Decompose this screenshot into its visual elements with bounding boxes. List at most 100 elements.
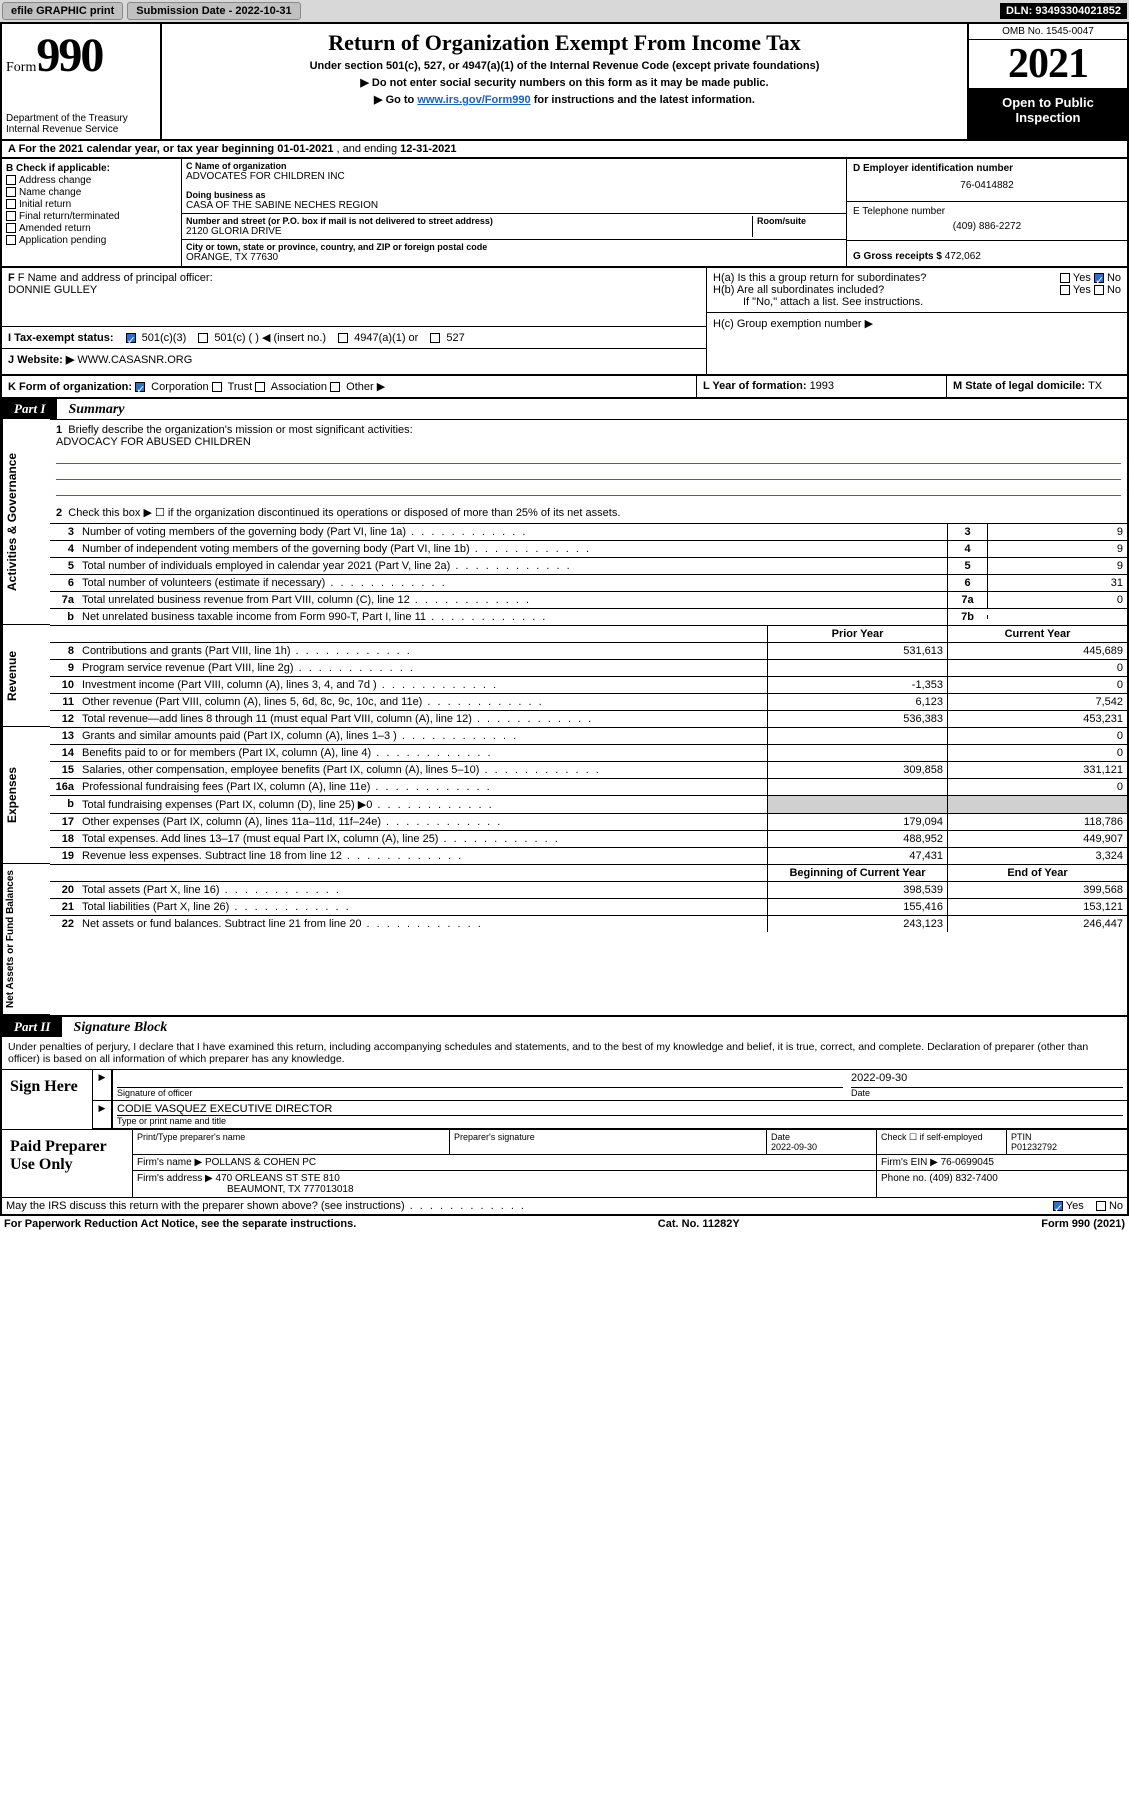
section-b-label: B Check if applicable: — [6, 163, 177, 174]
firm-name-row: Firm's name ▶ POLLANS & COHEN PC Firm's … — [133, 1155, 1127, 1171]
prior-year-value: 536,383 — [767, 711, 947, 727]
vlabel-net-assets: Net Assets or Fund Balances — [2, 864, 50, 1015]
line-value — [987, 615, 1127, 619]
section-f-label: F F Name and address of principal office… — [8, 272, 700, 284]
sig-officer-label: Signature of officer — [117, 1088, 192, 1098]
paid-preparer-right: Print/Type preparer's name Preparer's si… — [132, 1130, 1127, 1197]
line-number: 9 — [50, 660, 78, 676]
line-number: 13 — [50, 728, 78, 744]
line-number: 8 — [50, 643, 78, 659]
city-label: City or town, state or province, country… — [186, 242, 842, 252]
line-label: Salaries, other compensation, employee b… — [78, 762, 767, 778]
line-number: b — [50, 796, 78, 813]
check-4947[interactable]: 4947(a)(1) or — [338, 332, 418, 344]
ein-cell: D Employer identification number 76-0414… — [847, 159, 1127, 202]
telephone-value: (409) 886-2272 — [853, 217, 1121, 236]
form-number: Form990 — [6, 28, 156, 83]
check-501c3[interactable]: ✓ 501(c)(3) — [126, 332, 187, 344]
checkbox-icon[interactable] — [1060, 273, 1070, 283]
end-year-header: End of Year — [947, 865, 1127, 881]
summary-row: 21 Total liabilities (Part X, line 26) 1… — [50, 898, 1127, 915]
check-initial-return[interactable]: Initial return — [6, 199, 177, 210]
check-corporation[interactable]: ✓ Corporation — [135, 381, 209, 393]
current-year-value: 0 — [947, 660, 1127, 676]
check-amended-return[interactable]: Amended return — [6, 223, 177, 234]
line-value: 9 — [987, 541, 1127, 557]
line-label: Revenue less expenses. Subtract line 18 … — [78, 848, 767, 864]
section-m: M State of legal domicile: TX — [947, 376, 1127, 397]
summary-row: 8 Contributions and grants (Part VIII, l… — [50, 642, 1127, 659]
org-name-value: ADVOCATES FOR CHILDREN INC — [186, 171, 842, 182]
prep-date-value: 2022-09-30 — [771, 1142, 817, 1152]
form-subtitle-3: Go to www.irs.gov/Form990 for instructio… — [170, 93, 959, 106]
checkbox-icon[interactable] — [1094, 285, 1104, 295]
telephone-cell: E Telephone number (409) 886-2272 — [847, 202, 1127, 241]
check-final-return[interactable]: Final return/terminated — [6, 211, 177, 222]
revenue-section: Prior Year Current Year 8 Contributions … — [50, 625, 1127, 727]
check-association[interactable]: Association — [255, 381, 327, 393]
org-name-cell: C Name of organization ADVOCATES FOR CHI… — [182, 159, 846, 214]
checkbox-icon — [6, 235, 16, 245]
sign-here-block: Sign Here ▶ Signature of officer 2022-09… — [2, 1069, 1127, 1129]
ptin-value: P01232792 — [1011, 1142, 1057, 1152]
summary-row: 4 Number of independent voting members o… — [50, 540, 1127, 557]
checkbox-icon[interactable] — [1096, 1201, 1106, 1211]
date-label: Date — [851, 1088, 870, 1098]
prior-year-value: 398,539 — [767, 882, 947, 898]
dba-label: Doing business as — [186, 190, 842, 200]
city-value: ORANGE, TX 77630 — [186, 252, 842, 263]
check-self-employed[interactable]: Check ☐ if self-employed — [877, 1130, 1007, 1154]
address-cell: Number and street (or P.O. box if mail i… — [182, 214, 846, 240]
gross-label: G Gross receipts $ — [853, 251, 945, 262]
check-trust[interactable]: Trust — [212, 381, 253, 393]
prep-sig-label: Preparer's signature — [450, 1130, 767, 1154]
check-name-change[interactable]: Name change — [6, 187, 177, 198]
section-j: J Website: ▶ WWW.CASASNR.ORG — [2, 348, 706, 370]
paid-preparer-block: Paid Preparer Use Only Print/Type prepar… — [2, 1129, 1127, 1197]
footer-left: For Paperwork Reduction Act Notice, see … — [4, 1218, 356, 1230]
opt-label: 4947(a)(1) or — [354, 332, 418, 344]
line-label: Total assets (Part X, line 16) — [78, 882, 767, 898]
check-application-pending[interactable]: Application pending — [6, 235, 177, 246]
line-label: Total number of individuals employed in … — [78, 558, 947, 574]
website-value: WWW.CASASNR.ORG — [77, 354, 192, 366]
check-label: Application pending — [19, 235, 106, 246]
line-label: Total unrelated business revenue from Pa… — [78, 592, 947, 608]
check-label: Initial return — [19, 199, 71, 210]
check-501c[interactable]: 501(c) ( ) ◀ (insert no.) — [198, 331, 326, 344]
omb-number: OMB No. 1545-0047 — [969, 24, 1127, 40]
expenses-section: 13 Grants and similar amounts paid (Part… — [50, 727, 1127, 864]
checkbox-icon[interactable] — [1060, 285, 1070, 295]
part-2-header: Part II Signature Block — [2, 1017, 1127, 1037]
footer-right: Form 990 (2021) — [1041, 1218, 1125, 1230]
line-number: 3 — [50, 524, 78, 540]
summary-row: 7a Total unrelated business revenue from… — [50, 591, 1127, 608]
irs-link[interactable]: www.irs.gov/Form990 — [417, 94, 530, 106]
submission-date-label: Submission Date - 2022-10-31 — [127, 2, 300, 20]
line-label: Number of independent voting members of … — [78, 541, 947, 557]
current-year-value: 3,324 — [947, 848, 1127, 864]
prior-year-value: 309,858 — [767, 762, 947, 778]
form-header: Form990 Department of the Treasury Inter… — [0, 22, 1129, 141]
check-other[interactable]: Other ▶ — [330, 381, 385, 393]
summary-row: 17 Other expenses (Part IX, column (A), … — [50, 813, 1127, 830]
check-label: Name change — [19, 187, 81, 198]
section-c: C Name of organization ADVOCATES FOR CHI… — [182, 159, 847, 266]
check-address-change[interactable]: Address change — [6, 175, 177, 186]
efile-print-button[interactable]: efile GRAPHIC print — [2, 2, 123, 20]
dln-label: DLN: — [1006, 5, 1035, 17]
row-a-tax-year: A For the 2021 calendar year, or tax yea… — [0, 141, 1129, 159]
line-1: 1 Briefly describe the organization's mi… — [50, 419, 1127, 502]
checkbox-checked-icon[interactable]: ✓ — [1094, 273, 1104, 283]
check-527[interactable]: 527 — [430, 332, 464, 344]
summary-row: b Net unrelated business taxable income … — [50, 608, 1127, 625]
yes-label: Yes — [1073, 284, 1091, 296]
line-number: 14 — [50, 745, 78, 761]
part-1-title: Summary — [60, 402, 124, 418]
summary-body: Activities & Governance 1 Briefly descri… — [2, 419, 1127, 1015]
form-subtitle-1: Under section 501(c), 527, or 4947(a)(1)… — [170, 60, 959, 72]
checkbox-checked-icon[interactable]: ✓ — [1053, 1201, 1063, 1211]
line-box-number: 3 — [947, 524, 987, 540]
beginning-year-header: Beginning of Current Year — [767, 865, 947, 881]
section-i: I Tax-exempt status: ✓ 501(c)(3) 501(c) … — [2, 326, 706, 348]
